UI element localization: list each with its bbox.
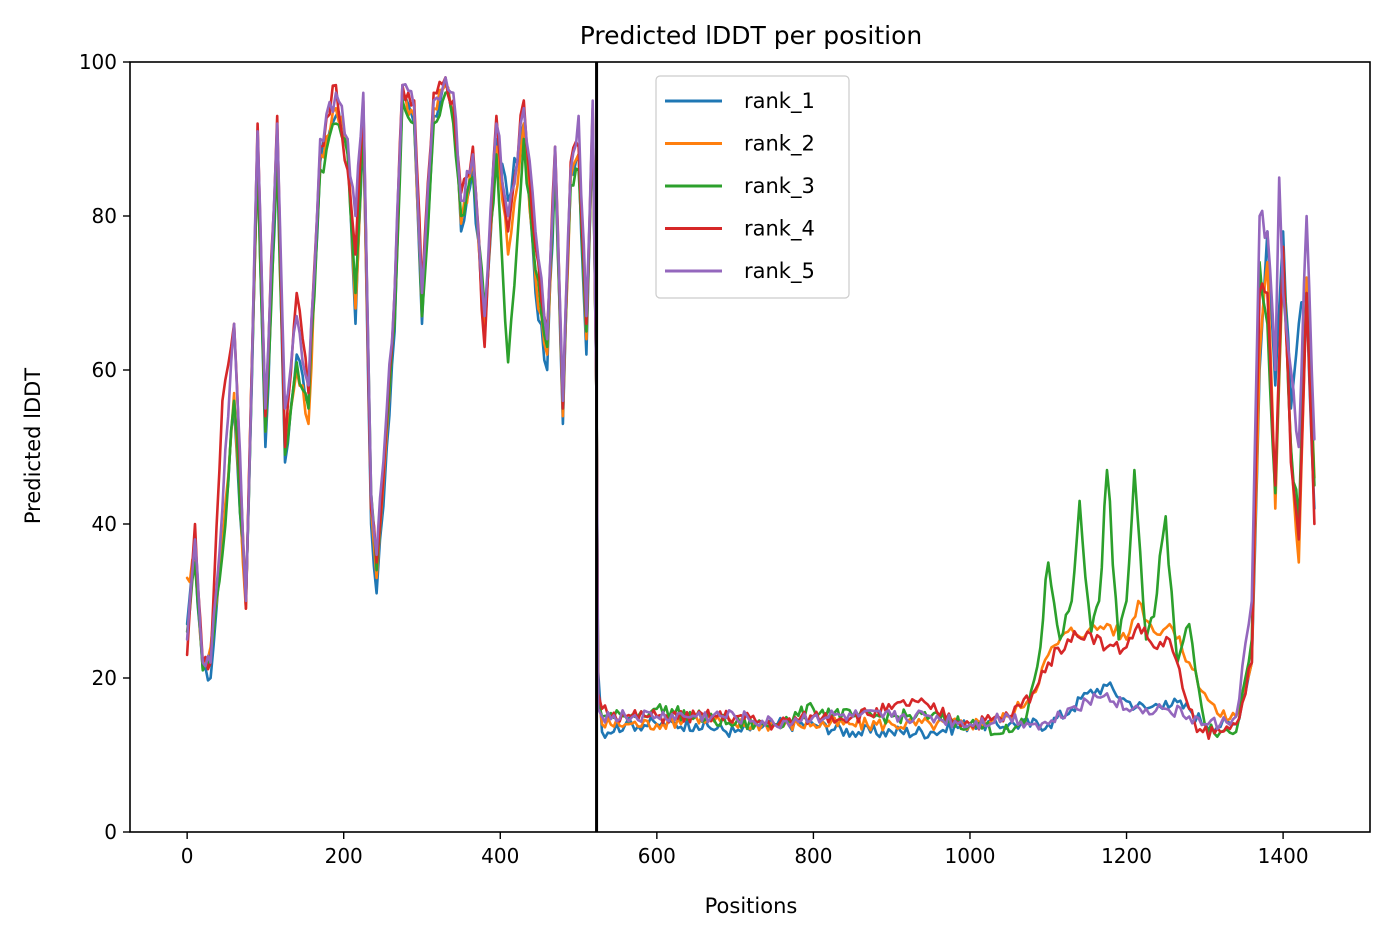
x-tick-label: 1200: [1101, 844, 1152, 868]
x-tick-label: 1000: [945, 844, 996, 868]
y-tick-label: 80: [92, 204, 117, 228]
x-tick-label: 800: [794, 844, 832, 868]
y-axis: 0 20 40 60 80 100: [79, 50, 130, 844]
legend-box: [655, 75, 850, 299]
plot-lines: [185, 76, 1316, 740]
y-tick-label: 20: [92, 666, 117, 690]
x-axis: 0 200 400 600 800 1000 1200 1400: [181, 832, 1309, 868]
y-tick-label: 0: [104, 820, 117, 844]
legend-label-rank_1: rank_1: [744, 89, 815, 114]
series-line-rank_5: [185, 76, 1316, 731]
x-axis-label: Positions: [705, 894, 798, 918]
legend-label-rank_2: rank_2: [744, 132, 815, 157]
y-axis-label: Predicted lDDT: [21, 368, 45, 524]
x-tick-label: 0: [181, 844, 194, 868]
legend-label-rank_3: rank_3: [744, 174, 815, 199]
x-tick-label: 1400: [1258, 844, 1309, 868]
x-tick-label: 400: [481, 844, 519, 868]
chart-title: Predicted lDDT per position: [580, 21, 922, 50]
y-tick-label: 100: [79, 50, 117, 74]
y-tick-label: 40: [92, 512, 117, 536]
legend: rank_1 rank_2 rank_3 rank_4 rank_5: [655, 75, 850, 299]
x-tick-label: 200: [325, 844, 363, 868]
x-tick-label: 600: [638, 844, 676, 868]
plot-frame: [129, 61, 1371, 833]
legend-label-rank_4: rank_4: [744, 217, 815, 242]
y-tick-label: 60: [92, 358, 117, 382]
legend-label-rank_5: rank_5: [744, 259, 815, 284]
